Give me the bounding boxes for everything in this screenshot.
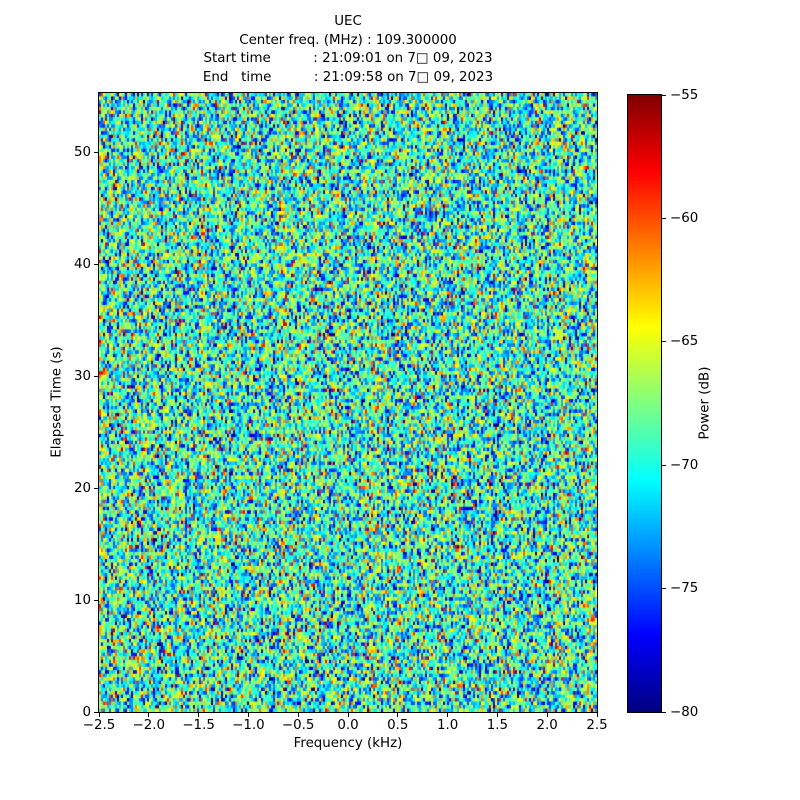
plot-title: UEC — [334, 14, 362, 29]
y-tick-mark — [94, 711, 98, 713]
y-tick-label: 30 — [73, 368, 91, 384]
x-tick-label: 1.5 — [486, 718, 509, 733]
x-tick-mark — [148, 713, 150, 717]
x-tick-label: −1.5 — [182, 718, 215, 733]
colorbar-tick-label: −60 — [670, 210, 699, 226]
y-tick-mark — [94, 599, 98, 601]
center-frequency-line: Center freq. (MHz) : 109.300000 — [239, 32, 457, 48]
end-time-line: End time : 21:09:58 on 7□ 09, 2023 — [202, 69, 494, 85]
y-tick-mark — [94, 151, 98, 153]
x-tick-mark — [596, 713, 598, 717]
x-tick-mark — [297, 713, 299, 717]
x-tick-label: 0.0 — [337, 718, 359, 733]
x-tick-label: 0.5 — [387, 718, 409, 733]
colorbar-tick-mark — [662, 711, 666, 713]
colorbar-tick-mark — [662, 341, 666, 343]
x-tick-mark — [546, 713, 548, 717]
y-tick-label: 0 — [82, 704, 91, 720]
x-tick-mark — [347, 713, 349, 717]
colorbar-tick-label: −55 — [670, 87, 699, 103]
x-tick-mark — [447, 713, 449, 717]
y-tick-mark — [94, 375, 98, 377]
y-tick-label: 40 — [73, 256, 91, 272]
colorbar-tick-label: −75 — [670, 581, 699, 597]
x-tick-mark — [98, 713, 100, 717]
spectrogram-canvas — [99, 93, 597, 712]
x-tick-label: 1.0 — [436, 718, 459, 733]
x-tick-label: −1.0 — [232, 718, 265, 733]
x-tick-label: 2.5 — [586, 718, 608, 733]
y-tick-mark — [94, 263, 98, 265]
y-axis-label: Elapsed Time (s) — [49, 346, 65, 458]
x-tick-mark — [397, 713, 399, 717]
y-tick-mark — [94, 487, 98, 489]
colorbar-gradient — [628, 95, 661, 712]
colorbar-tick-mark — [662, 464, 666, 466]
x-tick-label: −2.0 — [132, 718, 166, 733]
colorbar-tick-label: −70 — [670, 457, 699, 473]
colorbar-label: Power (dB) — [697, 366, 713, 440]
colorbar-tick-mark — [662, 217, 666, 219]
y-tick-label: 20 — [73, 480, 91, 496]
x-tick-label: 2.0 — [536, 718, 558, 733]
x-tick-mark — [496, 713, 498, 717]
x-tick-mark — [247, 713, 249, 717]
x-tick-label: −2.5 — [82, 718, 116, 733]
start-time-line: Start time : 21:09:01 on 7□ 09, 2023 — [203, 51, 493, 67]
colorbar-tick-label: −80 — [670, 704, 699, 720]
colorbar-tick-mark — [662, 588, 666, 590]
x-tick-mark — [198, 713, 200, 717]
colorbar-tick-label: −65 — [670, 334, 699, 350]
x-axis-label: Frequency (kHz) — [293, 736, 403, 751]
x-tick-label: −0.5 — [281, 718, 315, 733]
plot-area — [98, 92, 598, 713]
colorbar-tick-mark — [662, 94, 666, 96]
y-tick-label: 10 — [73, 592, 91, 608]
colorbar — [627, 94, 662, 713]
plot-title-block: UEC Center freq. (MHz) : 109.300000 Star… — [99, 13, 597, 87]
y-tick-label: 50 — [73, 144, 91, 160]
